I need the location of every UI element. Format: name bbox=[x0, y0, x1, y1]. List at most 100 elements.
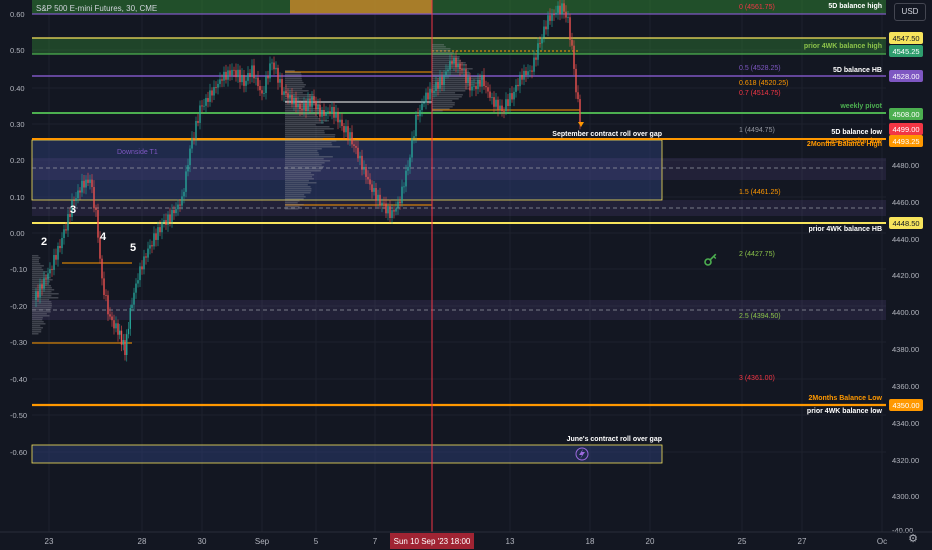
profile-bar bbox=[285, 130, 325, 132]
fib-label: 3 (4361.00) bbox=[739, 375, 775, 382]
candle-body bbox=[229, 70, 231, 76]
price-tag-bg bbox=[889, 135, 923, 147]
candle-body bbox=[183, 191, 185, 197]
candle-body bbox=[101, 258, 103, 279]
candle-body bbox=[53, 255, 55, 270]
candle-body bbox=[473, 85, 475, 87]
candle-body bbox=[85, 179, 87, 188]
candle-body bbox=[365, 166, 367, 177]
candle-body bbox=[49, 269, 51, 274]
currency-button[interactable]: USD bbox=[894, 3, 926, 21]
profile-bar bbox=[285, 136, 335, 138]
candle-body bbox=[381, 202, 383, 206]
candle-body bbox=[339, 119, 341, 123]
candle-body bbox=[39, 284, 41, 298]
profile-bar bbox=[285, 194, 305, 196]
candle-body bbox=[57, 245, 59, 260]
level-label: 5D balance high bbox=[828, 3, 882, 10]
candle-body bbox=[209, 90, 211, 102]
candle-body bbox=[241, 75, 243, 83]
right-axis-tick: 4340.00 bbox=[892, 419, 919, 428]
left-axis-tick: 0.20 bbox=[10, 156, 25, 165]
profile-bar bbox=[32, 309, 52, 311]
profile-bar bbox=[432, 74, 470, 76]
profile-bar bbox=[285, 142, 332, 144]
candle-body bbox=[120, 330, 123, 345]
candle-body bbox=[51, 269, 53, 270]
candle-body bbox=[235, 70, 237, 78]
x-axis-tick: 23 bbox=[45, 537, 54, 546]
profile-bar bbox=[285, 176, 313, 178]
x-axis-tick: Oc bbox=[877, 537, 887, 546]
profile-bar bbox=[32, 303, 52, 305]
profile-bar bbox=[32, 277, 51, 279]
candle-body bbox=[431, 88, 433, 93]
candle-body bbox=[269, 63, 271, 79]
candle-body bbox=[233, 69, 235, 71]
candle-body bbox=[279, 79, 281, 83]
profile-bar bbox=[285, 128, 334, 130]
candle-body bbox=[227, 70, 229, 80]
wave-label: 4 bbox=[100, 231, 107, 243]
zone-purple-band-1 bbox=[32, 158, 886, 180]
candle-body bbox=[109, 314, 111, 317]
candle-body bbox=[559, 5, 561, 15]
profile-bar bbox=[432, 94, 463, 96]
candle-body bbox=[375, 188, 377, 201]
candle-body bbox=[205, 98, 207, 106]
candle-body bbox=[407, 166, 409, 171]
candle-body bbox=[383, 202, 385, 204]
profile-bar bbox=[285, 84, 306, 86]
profile-bar bbox=[285, 208, 299, 210]
candle-body bbox=[495, 99, 497, 107]
candle-body bbox=[577, 92, 579, 100]
profile-bar bbox=[285, 146, 341, 148]
candle-body bbox=[167, 214, 169, 225]
candle-body bbox=[203, 105, 205, 107]
candle-body bbox=[129, 308, 131, 329]
profile-bar bbox=[432, 102, 455, 104]
candle-body bbox=[157, 227, 159, 240]
profile-bar bbox=[285, 72, 301, 74]
right-axis-tick: 4380.00 bbox=[892, 345, 919, 354]
profile-bar bbox=[32, 279, 53, 281]
candle-body bbox=[69, 214, 71, 217]
profile-bar bbox=[285, 148, 322, 150]
candle-body bbox=[541, 37, 543, 44]
gear-icon[interactable]: ⚙ bbox=[908, 533, 918, 545]
profile-bar bbox=[432, 86, 469, 88]
candle-body bbox=[527, 71, 529, 76]
candle-body bbox=[293, 97, 295, 104]
profile-bar bbox=[285, 76, 302, 78]
candle-body bbox=[201, 105, 203, 107]
candle-body bbox=[135, 283, 137, 293]
profile-bar bbox=[432, 54, 452, 56]
profile-bar bbox=[32, 299, 50, 301]
candle-body bbox=[437, 81, 439, 89]
candle-body bbox=[465, 69, 467, 83]
candle-body bbox=[531, 70, 533, 72]
candle-body bbox=[573, 45, 575, 69]
candle-body bbox=[345, 126, 347, 133]
candle-body bbox=[87, 179, 89, 183]
left-axis-tick: 0.30 bbox=[10, 120, 25, 129]
profile-bar bbox=[285, 70, 295, 72]
profile-bar bbox=[285, 88, 303, 90]
profile-bar bbox=[32, 267, 42, 269]
level-label: Downside T1 bbox=[117, 149, 158, 156]
candle-body bbox=[207, 98, 209, 102]
candle-body bbox=[469, 77, 471, 91]
profile-bar bbox=[285, 184, 308, 186]
profile-bar bbox=[432, 80, 481, 82]
candle-body bbox=[37, 291, 39, 298]
profile-bar bbox=[285, 126, 330, 128]
candle-body bbox=[441, 77, 443, 85]
candle-body bbox=[165, 220, 167, 225]
candle-body bbox=[329, 111, 331, 113]
profile-bar bbox=[285, 74, 302, 76]
profile-bar bbox=[432, 58, 460, 60]
candle-body bbox=[251, 65, 253, 77]
zone-june-gap-border bbox=[31, 444, 663, 464]
level-label: 2Months Balance High bbox=[807, 141, 882, 148]
